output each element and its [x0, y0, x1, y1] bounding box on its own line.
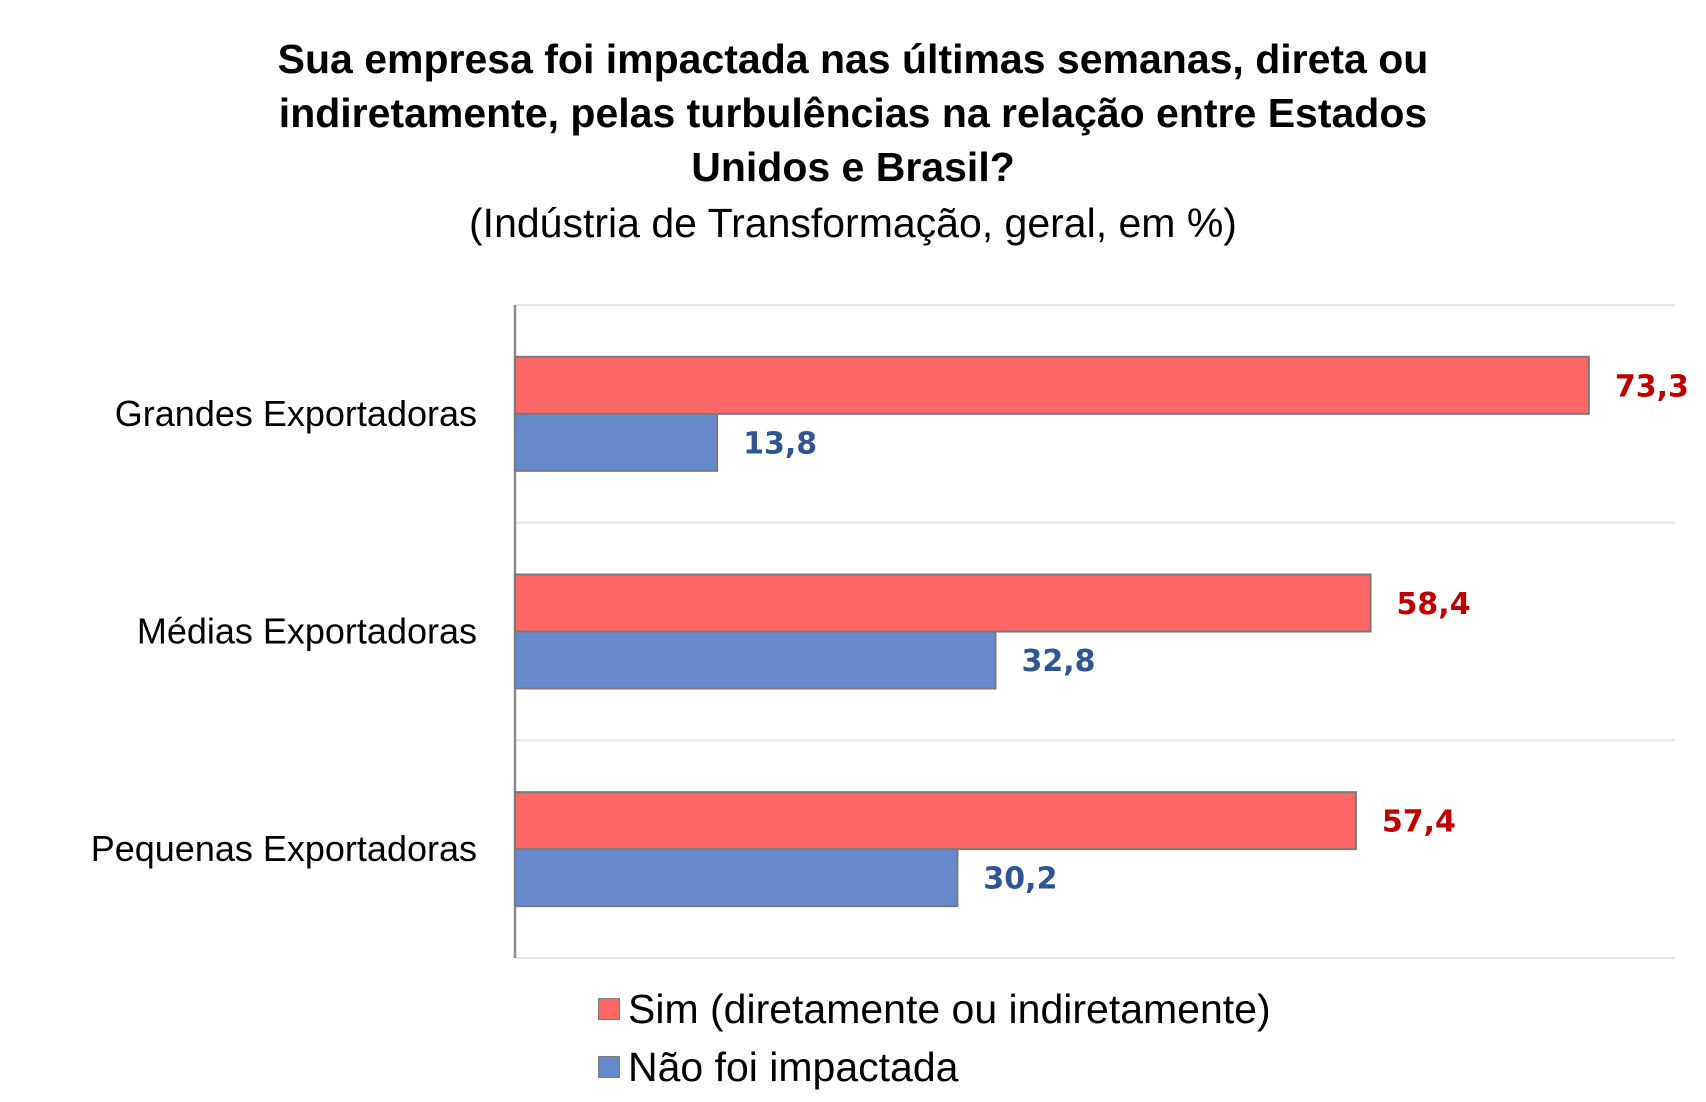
- chart-title-block: Sua empresa foi impactada nas últimas se…: [0, 32, 1706, 250]
- legend-item-nao: Não foi impactada: [598, 1038, 1271, 1096]
- category-label-0: Grandes Exportadoras: [115, 393, 477, 434]
- bar-s0-c2: [514, 791, 1357, 851]
- bar-s0-c0: [514, 355, 1590, 415]
- data-label-s1-c2: 30,2: [983, 862, 1057, 897]
- data-label-s0-c2: 57,4: [1382, 805, 1456, 840]
- bar-s1-c0: [514, 412, 719, 472]
- category-label-2: Pequenas Exportadoras: [91, 828, 477, 869]
- chart-title-line-3: Unidos e Brasil?: [691, 144, 1015, 190]
- legend-label-sim: Sim (diretamente ou indiretamente): [628, 985, 1271, 1032]
- data-label-s1-c0: 13,8: [743, 426, 817, 461]
- legend-label-nao: Não foi impactada: [628, 1043, 959, 1090]
- chart-subtitle: (Indústria de Transformação, geral, em %…: [469, 200, 1237, 246]
- legend-swatch-nao: [598, 1056, 620, 1078]
- bar-s1-c1: [514, 630, 997, 690]
- chart-title-line-1: Sua empresa foi impactada nas últimas se…: [277, 36, 1429, 82]
- chart-legend: Sim (diretamente ou indiretamente) Não f…: [598, 980, 1271, 1096]
- data-label-s1-c1: 32,8: [1022, 644, 1096, 679]
- category-label-1: Médias Exportadoras: [137, 611, 477, 652]
- chart-title-line-2: indiretamente, pelas turbulências na rel…: [278, 90, 1428, 136]
- legend-swatch-sim: [598, 998, 620, 1020]
- data-label-s0-c1: 58,4: [1397, 587, 1471, 622]
- data-label-s0-c0: 73,3: [1615, 369, 1689, 404]
- legend-item-sim: Sim (diretamente ou indiretamente): [598, 980, 1271, 1038]
- bar-s0-c1: [514, 573, 1372, 633]
- bar-s1-c2: [514, 848, 959, 908]
